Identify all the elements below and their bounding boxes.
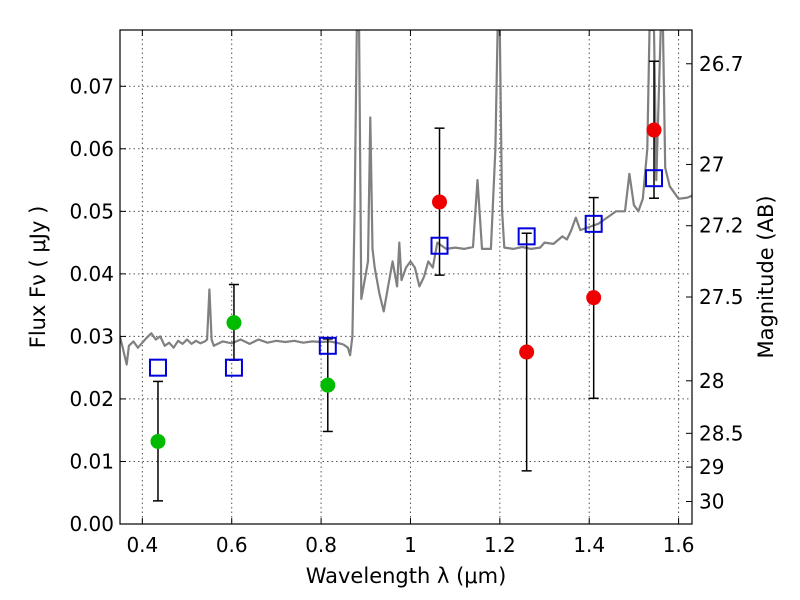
data-point-model: [430, 236, 449, 255]
y-tick-label: 0.00: [69, 512, 114, 536]
x-tick-label: 0.8: [305, 533, 337, 557]
errorbars: [152, 60, 660, 502]
y-tick-label: 0.04: [69, 262, 114, 286]
data-point-model: [645, 169, 664, 188]
data-point-infrared: [432, 194, 448, 210]
plot-frame: [119, 29, 693, 525]
template-spectrum-line: [120, 30, 692, 366]
magnitude-tick-label: 30: [699, 489, 724, 513]
data-point-infrared: [646, 122, 662, 138]
y-tick-label: 0.07: [69, 74, 114, 98]
data-point-infrared: [586, 290, 602, 306]
data-point-optical: [226, 315, 242, 331]
magnitude-tick-label: 27.2: [699, 214, 744, 238]
data-point-optical: [150, 433, 166, 449]
data-point-optical: [320, 377, 336, 393]
x-tick-label: 1.4: [573, 533, 605, 557]
magnitude-tick-label: 28: [699, 369, 724, 393]
magnitude-tick-label: 27: [699, 152, 724, 176]
x-tick-label: 1.6: [663, 533, 695, 557]
y-tick-label: 0.02: [69, 387, 114, 411]
data-point-infrared: [519, 344, 535, 360]
y-tick-label: 0.03: [69, 324, 114, 348]
data-point-model: [318, 336, 337, 355]
y-axis-label: Flux Fν ( μJy ): [26, 206, 50, 349]
magnitude-axis-label: Magnitude (AB): [754, 195, 778, 358]
template-spectrum-layer: [120, 30, 692, 366]
magnitude-tick-label: 29: [699, 455, 724, 479]
y-axis-ticks: 0.00 0.01 0.02 0.03 0.04 0.05 0.06 0.07: [69, 74, 126, 536]
data-point-model: [148, 358, 167, 377]
magnitude-tick-label: 26.7: [699, 52, 744, 76]
x-tick-label: 0.4: [126, 533, 158, 557]
data-point-model: [584, 214, 603, 233]
data-point-model: [224, 358, 243, 377]
x-axis-label: Wavelength λ (μm): [306, 564, 507, 588]
data-markers: [148, 122, 664, 449]
x-axis-ticks: 0.4 0.6 0.8 1 1.2 1.4 1.6: [126, 30, 695, 557]
magnitude-tick-label: 28.5: [699, 421, 744, 445]
y-tick-label: 0.01: [69, 449, 114, 473]
x-tick-label: 1: [404, 533, 417, 557]
magnitude-axis-ticks: 26.7 27 27.2 27.5 28 28.5 29 30: [686, 52, 744, 513]
magnitude-tick-label: 27.5: [699, 285, 744, 309]
y-tick-label: 0.06: [69, 137, 114, 161]
y-tick-label: 0.05: [69, 199, 114, 223]
grid: [120, 30, 692, 524]
x-tick-label: 1.2: [484, 533, 516, 557]
x-tick-label: 0.6: [216, 533, 248, 557]
data-point-model: [517, 227, 536, 246]
